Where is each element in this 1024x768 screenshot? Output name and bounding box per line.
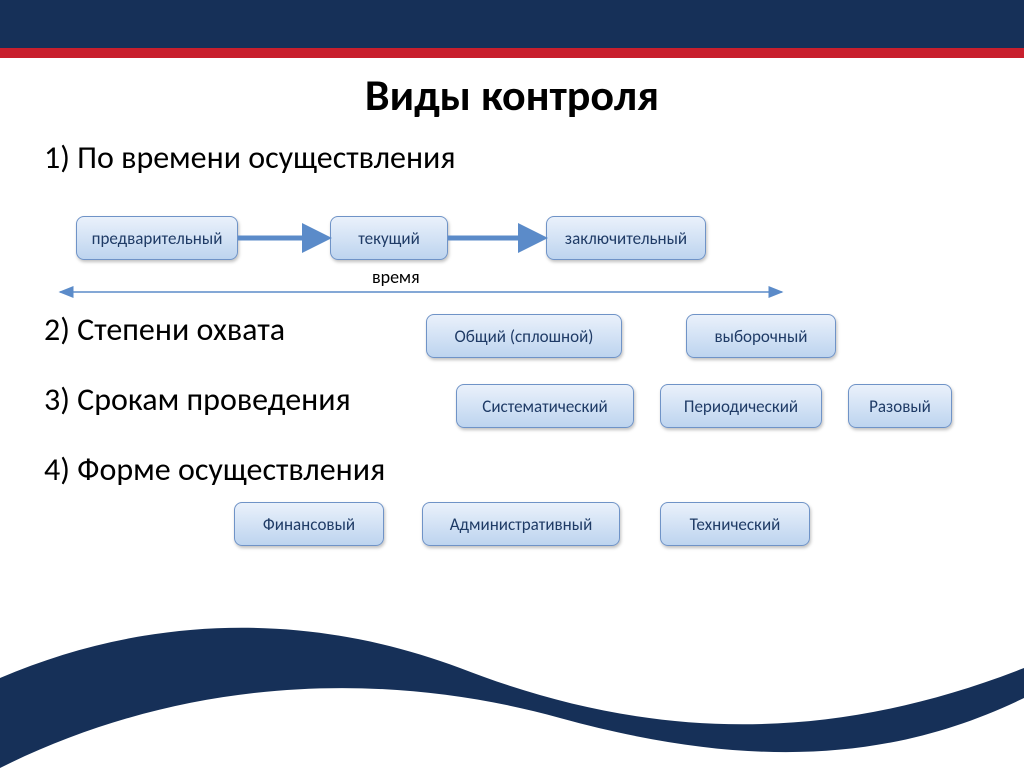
box-general: Общий (сплошной): [426, 314, 622, 358]
bottom-wave: [0, 548, 1024, 768]
slide: Виды контроля 1) По времени осуществлени…: [0, 0, 1024, 768]
heading-1: 1) По времени осуществления: [44, 138, 456, 177]
box-technical: Технический: [660, 502, 810, 546]
box-administrative: Административный: [422, 502, 620, 546]
top-band: [0, 0, 1024, 60]
box-periodic: Периодический: [660, 384, 822, 428]
box-current: текущий: [330, 216, 448, 260]
box-systematic: Систематический: [456, 384, 634, 428]
heading-4: 4) Форме осуществления: [44, 450, 385, 489]
slide-title: Виды контроля: [0, 68, 1024, 122]
heading-2: 2) Степени охвата: [44, 310, 285, 349]
heading-3: 3) Срокам проведения: [44, 380, 351, 419]
box-financial: Финансовый: [234, 502, 384, 546]
box-selective: выборочный: [686, 314, 836, 358]
box-final: заключительный: [546, 216, 706, 260]
timeline-label: время: [372, 266, 420, 288]
box-once: Разовый: [848, 384, 952, 428]
box-preliminary: предварительный: [76, 216, 238, 260]
